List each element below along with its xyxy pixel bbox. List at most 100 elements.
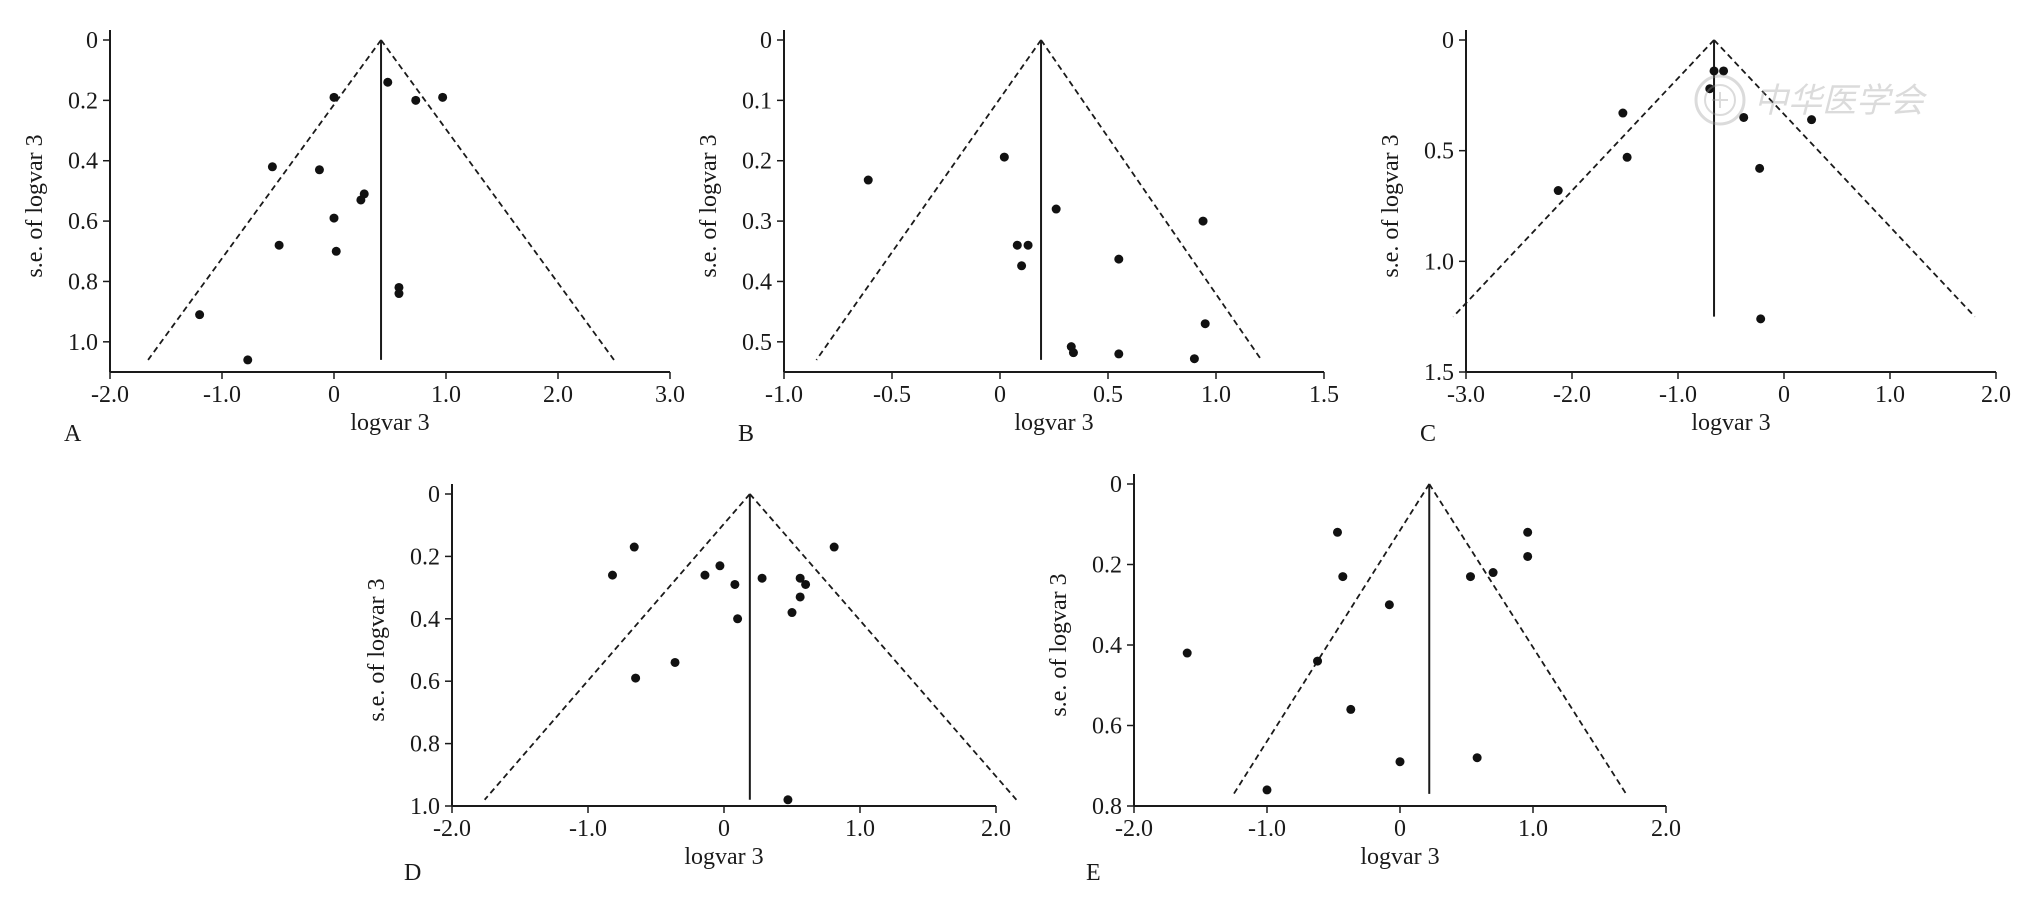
panel-b: -1.0 -0.5 0 0.5 1.0 1.500.10.20.30.40.5logvar… bbox=[696, 28, 1339, 436]
study-point-b bbox=[1200, 319, 1210, 329]
y-tick-label-a: 0.6 bbox=[68, 209, 98, 235]
panel-a: -2.0 -1.0 0 1.0 2.0 3.000.20.40.60.81.0logvar… bbox=[22, 28, 685, 436]
study-point-d bbox=[733, 614, 743, 624]
study-point-d bbox=[629, 542, 639, 552]
y-tick-label-e: 0.2 bbox=[1092, 553, 1122, 579]
x-tick-label-e: 0 bbox=[1394, 816, 1406, 842]
y-tick-label-b: 0.2 bbox=[742, 149, 772, 175]
x-tick-label-c: -1.0 bbox=[1659, 382, 1697, 408]
panel-label-c: C bbox=[1420, 421, 1437, 447]
x-axis-title-e: logvar 3 bbox=[1360, 844, 1439, 870]
y-tick-label-d: 0.2 bbox=[410, 544, 440, 570]
panel-label-b: B bbox=[738, 421, 755, 447]
study-point-d bbox=[715, 561, 725, 571]
study-point-c bbox=[1739, 112, 1749, 122]
x-tick-label-a: 1.0 bbox=[431, 382, 461, 408]
study-point-b bbox=[1198, 216, 1208, 226]
x-tick-label-c: 2.0 bbox=[1981, 382, 2011, 408]
study-point-b bbox=[1189, 354, 1199, 364]
study-point-e bbox=[1472, 753, 1482, 763]
study-point-c bbox=[1622, 152, 1632, 162]
study-point-d bbox=[757, 573, 767, 583]
study-point-d bbox=[670, 657, 680, 667]
study-point-b bbox=[1023, 240, 1033, 250]
funnel-right-line-b bbox=[1040, 39, 1263, 361]
y-tick-label-d: 0.6 bbox=[410, 669, 440, 695]
study-point-e bbox=[1262, 785, 1272, 795]
study-point-a bbox=[356, 195, 366, 205]
study-point-a bbox=[274, 240, 284, 250]
y-tick-label-b: 0.4 bbox=[742, 269, 772, 295]
y-tick-label-e: 0 bbox=[1110, 472, 1122, 498]
y-tick-label-c: 1.0 bbox=[1424, 249, 1454, 275]
study-point-a bbox=[195, 310, 205, 320]
funnel-left-line-a bbox=[147, 39, 382, 361]
study-point-e bbox=[1395, 757, 1405, 767]
x-axis-title-d: logvar 3 bbox=[684, 844, 763, 870]
y-tick-label-c: 0 bbox=[1442, 28, 1454, 54]
y-tick-label-d: 0 bbox=[428, 482, 440, 508]
x-tick-label-a: 3.0 bbox=[655, 382, 685, 408]
funnel-left-line-c bbox=[1452, 39, 1715, 318]
study-point-c bbox=[1709, 66, 1719, 76]
study-point-a bbox=[331, 246, 341, 256]
study-point-e bbox=[1338, 572, 1348, 582]
x-tick-label-b: 1.0 bbox=[1201, 382, 1231, 408]
y-tick-label-b: 0.3 bbox=[742, 209, 772, 235]
study-point-e bbox=[1523, 527, 1533, 537]
panel-d: -2.0 -1.0 0 1.0 2.0 0 0.2 0.4 0.6 0.8 1.0 logvar 3 s… bbox=[364, 482, 1018, 870]
x-tick-label-e: -2.0 bbox=[1115, 816, 1153, 842]
study-point-e bbox=[1488, 568, 1498, 578]
study-point-c bbox=[1807, 115, 1817, 125]
x-tick-label-c: 1.0 bbox=[1875, 382, 1905, 408]
study-point-b bbox=[863, 175, 873, 185]
x-tick-label-e: 2.0 bbox=[1651, 816, 1681, 842]
study-point-c bbox=[1756, 314, 1766, 324]
study-point-d bbox=[829, 542, 839, 552]
y-axis-title-c: s.e. of logvar 3 bbox=[1378, 134, 1404, 277]
study-point-d bbox=[700, 570, 710, 580]
study-point-e bbox=[1332, 527, 1342, 537]
y-axis-title-d: s.e. of logvar 3 bbox=[364, 578, 390, 721]
x-tick-label-b: 0.5 bbox=[1093, 382, 1123, 408]
study-point-d bbox=[730, 579, 740, 589]
y-axis-title-e: s.e. of logvar 3 bbox=[1046, 573, 1072, 716]
study-point-c bbox=[1553, 186, 1563, 196]
study-point-c bbox=[1719, 66, 1729, 76]
seal-logo-icon bbox=[1694, 74, 1746, 126]
x-tick-label-a: -1.0 bbox=[203, 382, 241, 408]
x-tick-label-c: 0 bbox=[1778, 382, 1790, 408]
y-tick-label-e: 0.4 bbox=[1092, 633, 1122, 659]
study-point-c bbox=[1618, 108, 1628, 118]
study-point-e bbox=[1313, 656, 1323, 666]
y-tick-label-a: 0 bbox=[86, 28, 98, 54]
study-point-b bbox=[1051, 204, 1061, 214]
y-tick-label-c: 0.5 bbox=[1424, 139, 1454, 165]
x-tick-label-b: 0 bbox=[994, 382, 1006, 408]
y-tick-label-e: 0.8 bbox=[1092, 794, 1122, 820]
study-point-a bbox=[329, 92, 339, 102]
study-point-d bbox=[631, 673, 641, 683]
x-tick-label-b: -0.5 bbox=[873, 382, 911, 408]
funnel-left-line-b bbox=[815, 39, 1042, 361]
x-tick-label-d: 2.0 bbox=[981, 816, 1011, 842]
study-point-b bbox=[1017, 261, 1027, 271]
study-point-e bbox=[1182, 648, 1192, 658]
y-tick-label-d: 0.4 bbox=[410, 607, 440, 633]
funnel-right-line-a bbox=[380, 39, 615, 361]
panel-label-d: D bbox=[404, 860, 422, 886]
study-point-b bbox=[1114, 254, 1124, 264]
x-tick-label-d: -2.0 bbox=[433, 816, 471, 842]
funnel-right-line-c bbox=[1713, 39, 1976, 318]
study-point-b bbox=[999, 152, 1009, 162]
y-tick-label-a: 0.2 bbox=[68, 88, 98, 114]
y-tick-label-a: 0.4 bbox=[68, 149, 98, 175]
study-point-a bbox=[438, 92, 448, 102]
x-tick-label-e: 1.0 bbox=[1518, 816, 1548, 842]
study-point-d bbox=[801, 579, 811, 589]
x-tick-label-d: -1.0 bbox=[569, 816, 607, 842]
study-point-c bbox=[1705, 84, 1715, 94]
study-point-e bbox=[1346, 704, 1356, 714]
